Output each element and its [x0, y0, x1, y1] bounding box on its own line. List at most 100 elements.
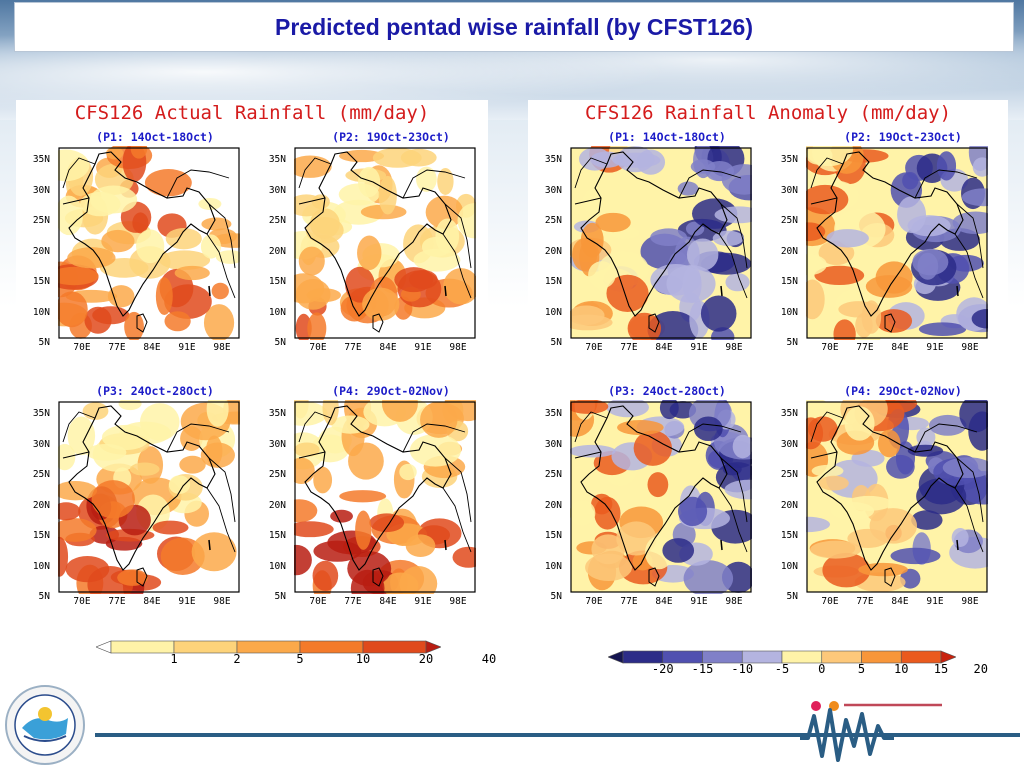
x-tick-label: 70E — [585, 596, 603, 607]
colorbar-tick-label: 40 — [481, 652, 497, 666]
y-tick-label: 15N — [32, 530, 50, 541]
map-1: (P1: 14Oct-18Oct) 35N 30N 25N 20N 15N 10N 5N 70E… — [545, 130, 762, 370]
map-period-label: (P3: 24Oct-28Oct) — [608, 384, 726, 398]
x-tick-label: 84E — [891, 596, 909, 607]
x-tick-label: 98E — [213, 596, 231, 607]
y-tick-label: 30N — [32, 438, 50, 450]
colorbar-tick-label: 15 — [933, 662, 949, 676]
x-tick-label: 70E — [73, 596, 91, 607]
colorbar-tick-label: 20 — [418, 652, 434, 666]
x-tick-label: 98E — [725, 342, 743, 353]
colorbar-tick-label: 2 — [233, 652, 241, 666]
x-tick-label: 98E — [961, 596, 979, 607]
map-4: (P4: 29Oct-02Nov) 35N 30N 25N 20N 15N 10N 5N 70E… — [781, 384, 998, 624]
y-tick-label: 15N — [780, 530, 798, 541]
x-tick-label: 84E — [655, 596, 673, 607]
y-tick-label: 30N — [268, 438, 286, 450]
x-tick-label: 91E — [690, 596, 708, 607]
map-period-label: (P2: 19Oct-23Oct) — [332, 130, 450, 144]
map-2: (P2: 19Oct-23Oct) 35N 30N 25N 20N 15N 10N 5N 70E… — [781, 130, 998, 370]
y-tick-label: 15N — [268, 276, 286, 287]
x-tick-label: 84E — [143, 342, 161, 353]
x-tick-label: 91E — [414, 342, 432, 353]
rainfall-map — [570, 146, 752, 340]
colorbar-tick-label: 1 — [170, 652, 178, 666]
x-tick-label: 84E — [655, 342, 673, 353]
y-tick-label: 10N — [32, 560, 50, 572]
x-tick-label: 70E — [821, 342, 839, 353]
map-period-label: (P4: 29Oct-02Nov) — [332, 384, 450, 398]
rainfall-map — [806, 400, 988, 593]
y-tick-label: 15N — [544, 276, 562, 287]
x-tick-label: 77E — [620, 596, 638, 607]
y-tick-label: 10N — [268, 306, 286, 318]
x-tick-label: 77E — [108, 596, 126, 607]
x-tick-label: 77E — [108, 342, 126, 353]
y-tick-label: 35N — [544, 408, 562, 419]
x-tick-label: 91E — [178, 342, 196, 353]
x-tick-label: 91E — [690, 342, 708, 353]
y-tick-label: 25N — [268, 469, 286, 480]
y-tick-label: 5N — [38, 337, 50, 348]
y-tick-label: 25N — [268, 215, 286, 226]
y-tick-label: 35N — [32, 154, 50, 165]
colorbar-tick-label: 0 — [818, 662, 826, 676]
map-period-label: (P2: 19Oct-23Oct) — [844, 130, 962, 144]
x-tick-label: 98E — [449, 342, 467, 353]
colorbar-tick-label: 5 — [296, 652, 304, 666]
y-tick-label: 30N — [544, 438, 562, 450]
y-tick-label: 10N — [544, 560, 562, 572]
rainfall-map — [58, 146, 240, 340]
y-tick-label: 20N — [780, 245, 798, 257]
y-tick-label: 5N — [550, 591, 562, 602]
y-tick-label: 15N — [32, 276, 50, 287]
map-3: (P3: 24Oct-28Oct) 35N 30N 25N 20N 15N 10N 5N 70E… — [545, 384, 762, 624]
colorbar-tick-label: -15 — [691, 662, 714, 676]
y-tick-label: 20N — [32, 499, 50, 511]
x-tick-label: 91E — [414, 596, 432, 607]
actual-rainfall-title: CFS126 Actual Rainfall (mm/day) — [74, 102, 430, 124]
y-tick-label: 25N — [544, 469, 562, 480]
rainfall-map — [570, 400, 752, 594]
y-tick-label: 5N — [274, 337, 286, 348]
colorbar-segment — [95, 640, 112, 654]
map-period-label: (P1: 14Oct-18Oct) — [96, 130, 214, 144]
map-2: (P2: 19Oct-23Oct) 35N 30N 25N 20N 15N 10N 5N 70E… — [269, 130, 486, 370]
colorbar-tick-label: -20 — [651, 662, 674, 676]
y-tick-label: 5N — [550, 337, 562, 348]
y-tick-label: 25N — [780, 469, 798, 480]
y-tick-label: 10N — [780, 560, 798, 572]
footer-rule — [95, 733, 1020, 737]
y-tick-label: 30N — [32, 184, 50, 196]
x-tick-label: 98E — [213, 342, 231, 353]
x-tick-label: 98E — [449, 596, 467, 607]
x-tick-label: 98E — [961, 342, 979, 353]
x-tick-label: 77E — [344, 596, 362, 607]
y-tick-label: 25N — [32, 469, 50, 480]
y-tick-label: 35N — [268, 154, 286, 165]
y-tick-label: 25N — [32, 215, 50, 226]
y-tick-label: 30N — [268, 184, 286, 196]
anomaly-colorbar: -20 -15 -10 -5 0 5 10 15 20 — [607, 650, 988, 682]
map-1: (P1: 14Oct-18Oct) 35N 30N 25N 20N 15N 10N 5N 70E… — [33, 130, 250, 370]
rainfall-map — [58, 400, 240, 594]
colorbar-tick-label: 5 — [857, 662, 866, 676]
y-tick-label: 5N — [38, 591, 50, 602]
x-tick-label: 70E — [309, 342, 327, 353]
colorbar-segment — [940, 650, 957, 664]
x-tick-label: 77E — [856, 596, 874, 607]
x-tick-label: 91E — [178, 596, 196, 607]
y-tick-label: 20N — [268, 499, 286, 511]
y-tick-label: 25N — [780, 215, 798, 226]
colorbar-tick-label: 20 — [973, 662, 988, 676]
rainfall-map — [294, 147, 476, 340]
colorbar-tick-label: -5 — [774, 662, 790, 676]
x-tick-label: 84E — [143, 596, 161, 607]
y-tick-label: 35N — [544, 154, 562, 165]
y-tick-label: 15N — [780, 276, 798, 287]
y-tick-label: 10N — [268, 560, 286, 572]
x-tick-label: 84E — [379, 342, 397, 353]
y-tick-label: 10N — [780, 306, 798, 318]
x-tick-label: 77E — [344, 342, 362, 353]
x-tick-label: 77E — [856, 342, 874, 353]
